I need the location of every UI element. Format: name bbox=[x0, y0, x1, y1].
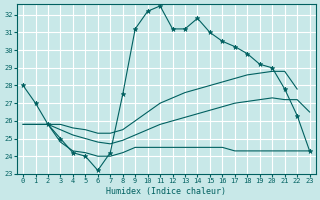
X-axis label: Humidex (Indice chaleur): Humidex (Indice chaleur) bbox=[106, 187, 226, 196]
